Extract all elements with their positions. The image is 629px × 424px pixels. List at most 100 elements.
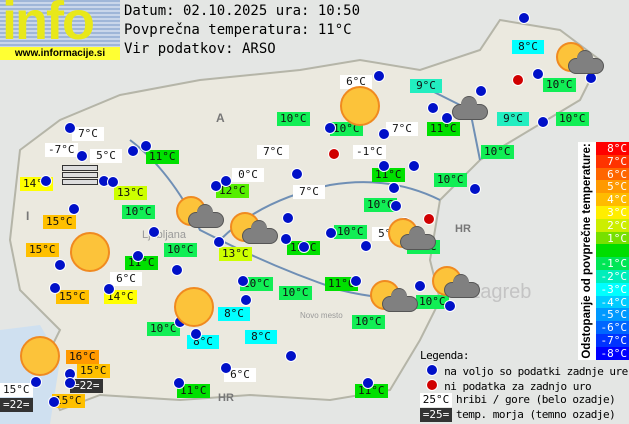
fog-icon <box>62 172 98 178</box>
station-dot-icon[interactable] <box>140 140 152 152</box>
station-temperature: 8°C <box>218 307 250 321</box>
station-dot-icon[interactable] <box>103 283 115 295</box>
station-temperature: 0°C <box>232 168 264 182</box>
station-dot-icon[interactable] <box>213 236 225 248</box>
station-dot-icon[interactable] <box>107 176 119 188</box>
station-dot-icon[interactable] <box>475 85 487 97</box>
station-temperature: 10°C <box>481 145 514 159</box>
logo-text: info <box>2 0 95 51</box>
logo-url[interactable]: www.informacije.si <box>0 47 120 60</box>
station-dot-icon[interactable] <box>171 264 183 276</box>
station-temperature: 15°C <box>43 215 76 229</box>
station-dot-icon[interactable] <box>49 282 61 294</box>
missing-data-dot-icon[interactable] <box>328 148 340 160</box>
station-dot-icon[interactable] <box>173 377 185 389</box>
station-temperature: 12°C <box>216 184 249 198</box>
station-dot-icon[interactable] <box>280 233 292 245</box>
station-dot-icon[interactable] <box>350 275 362 287</box>
station-dot-icon[interactable] <box>282 212 294 224</box>
station-dot-icon[interactable] <box>237 275 249 287</box>
station-temperature: =22= <box>70 379 103 393</box>
station-temperature: 10°C <box>352 315 385 329</box>
cloud-icon <box>400 226 436 250</box>
station-temperature: 6°C <box>340 75 372 89</box>
station-temperature: 15°C <box>0 383 33 397</box>
fog-icon <box>62 179 98 185</box>
station-dot-icon[interactable] <box>408 160 420 172</box>
station-temperature: 9°C <box>410 79 442 93</box>
sun-icon <box>174 287 214 327</box>
station-temperature: 10°C <box>240 277 273 291</box>
scale-step: 1°C <box>596 231 629 244</box>
river <box>129 139 441 242</box>
station-temperature: 7°C <box>386 122 418 136</box>
station-dot-icon[interactable] <box>325 227 337 239</box>
station-dot-icon[interactable] <box>444 300 456 312</box>
blue-dot-icon <box>426 364 438 376</box>
station-dot-icon[interactable] <box>285 350 297 362</box>
station-dot-icon[interactable] <box>132 250 144 262</box>
station-temperature: 10°C <box>122 205 155 219</box>
station-dot-icon[interactable] <box>362 377 374 389</box>
sun-icon <box>340 86 380 126</box>
station-dot-icon[interactable] <box>30 376 42 388</box>
station-dot-icon[interactable] <box>64 122 76 134</box>
scale-step: -2°C <box>596 269 629 283</box>
station-dot-icon[interactable] <box>148 226 160 238</box>
legend-red: ni podatka za zadnjo uro <box>426 378 592 394</box>
station-dot-icon[interactable] <box>127 145 139 157</box>
station-temperature: 10°C <box>416 295 449 309</box>
station-dot-icon[interactable] <box>298 241 310 253</box>
cloud-icon <box>188 204 224 228</box>
station-dot-icon[interactable] <box>378 160 390 172</box>
station-dot-icon[interactable] <box>54 259 66 271</box>
station-dot-icon[interactable] <box>210 180 222 192</box>
station-temperature: 6°C <box>224 368 256 382</box>
station-dot-icon[interactable] <box>373 70 385 82</box>
station-temperature: 7°C <box>293 185 325 199</box>
station-dot-icon[interactable] <box>388 182 400 194</box>
scale-step: -1°C <box>596 257 629 270</box>
scale-step <box>596 244 629 258</box>
station-dot-icon[interactable] <box>240 294 252 306</box>
station-dot-icon[interactable] <box>518 12 530 24</box>
station-temperature: 8°C <box>512 40 544 54</box>
deviation-scale: 8°C 7°C 6°C 5°C 4°C 3°C 2°C 1°C -1°C -2°C -3°C -4°C… <box>596 142 629 360</box>
station-dot-icon[interactable] <box>378 128 390 140</box>
missing-data-dot-icon[interactable] <box>423 213 435 225</box>
station-temperature: 10°C <box>334 225 367 239</box>
station-dot-icon[interactable] <box>441 112 453 124</box>
logo[interactable]: info www.informacije.si <box>0 0 120 60</box>
station-dot-icon[interactable] <box>537 116 549 128</box>
station-dot-icon[interactable] <box>390 200 402 212</box>
legend-sea: temp. morja (temno ozadje) <box>456 408 616 421</box>
station-dot-icon[interactable] <box>76 150 88 162</box>
data-source: Vir podatkov: ARSO <box>124 41 276 57</box>
station-dot-icon[interactable] <box>64 377 76 389</box>
map-label-croatia: HR <box>455 223 471 235</box>
map-label-italy: I <box>26 209 30 223</box>
station-dot-icon[interactable] <box>220 362 232 374</box>
station-dot-icon[interactable] <box>469 183 481 195</box>
station-dot-icon[interactable] <box>532 68 544 80</box>
station-temperature: 10°C <box>434 173 467 187</box>
cloud-icon <box>452 96 488 120</box>
missing-data-dot-icon[interactable] <box>512 74 524 86</box>
station-temperature: 6°C <box>110 272 142 286</box>
station-dot-icon[interactable] <box>324 122 336 134</box>
station-dot-icon[interactable] <box>427 102 439 114</box>
station-dot-icon[interactable] <box>40 175 52 187</box>
station-dot-icon[interactable] <box>190 328 202 340</box>
map-label-austria: A <box>216 111 225 125</box>
station-temperature: 13°C <box>219 247 252 261</box>
station-dot-icon[interactable] <box>68 203 80 215</box>
red-dot-icon <box>426 379 438 391</box>
scale-step: 8°C <box>596 142 629 155</box>
map-label-croatia: HR <box>218 392 234 404</box>
station-temperature: 7°C <box>72 127 104 141</box>
station-dot-icon[interactable] <box>360 240 372 252</box>
station-dot-icon[interactable] <box>220 175 232 187</box>
station-dot-icon[interactable] <box>291 168 303 180</box>
station-dot-icon[interactable] <box>48 396 60 408</box>
station-dot-icon[interactable] <box>414 280 426 292</box>
